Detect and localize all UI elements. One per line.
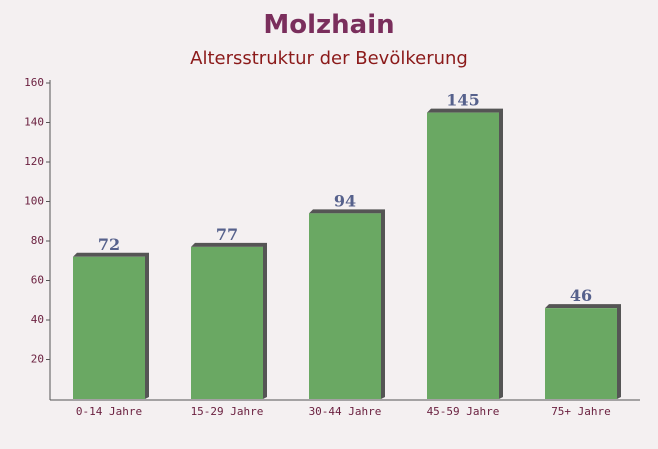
y-tick-label: 160 <box>24 76 44 89</box>
x-tick-label: 45-59 Jahre <box>427 405 500 418</box>
y-tick-label: 140 <box>24 116 44 129</box>
bar <box>427 112 499 399</box>
y-tick-label: 120 <box>24 155 44 168</box>
chart-subtitle: Altersstruktur der Bevölkerung <box>190 48 468 69</box>
value-label: 94 <box>334 191 356 210</box>
bar <box>309 213 381 399</box>
y-tick-label: 80 <box>31 234 44 247</box>
value-label: 145 <box>446 91 479 110</box>
value-label: 46 <box>570 286 592 305</box>
value-label: 72 <box>98 235 120 254</box>
x-tick-label: 30-44 Jahre <box>309 405 382 418</box>
bar <box>545 308 617 399</box>
chart-title: Molzhain <box>263 10 394 40</box>
bar <box>73 256 145 399</box>
y-tick-label: 20 <box>31 353 44 366</box>
value-label: 77 <box>216 225 238 244</box>
y-tick-label: 100 <box>24 195 44 208</box>
bar <box>191 246 263 399</box>
x-tick-label: 0-14 Jahre <box>76 405 142 418</box>
x-tick-label: 75+ Jahre <box>551 405 611 418</box>
y-tick-label: 40 <box>31 313 44 326</box>
x-tick-label: 15-29 Jahre <box>191 405 264 418</box>
y-tick-label: 60 <box>31 274 44 287</box>
